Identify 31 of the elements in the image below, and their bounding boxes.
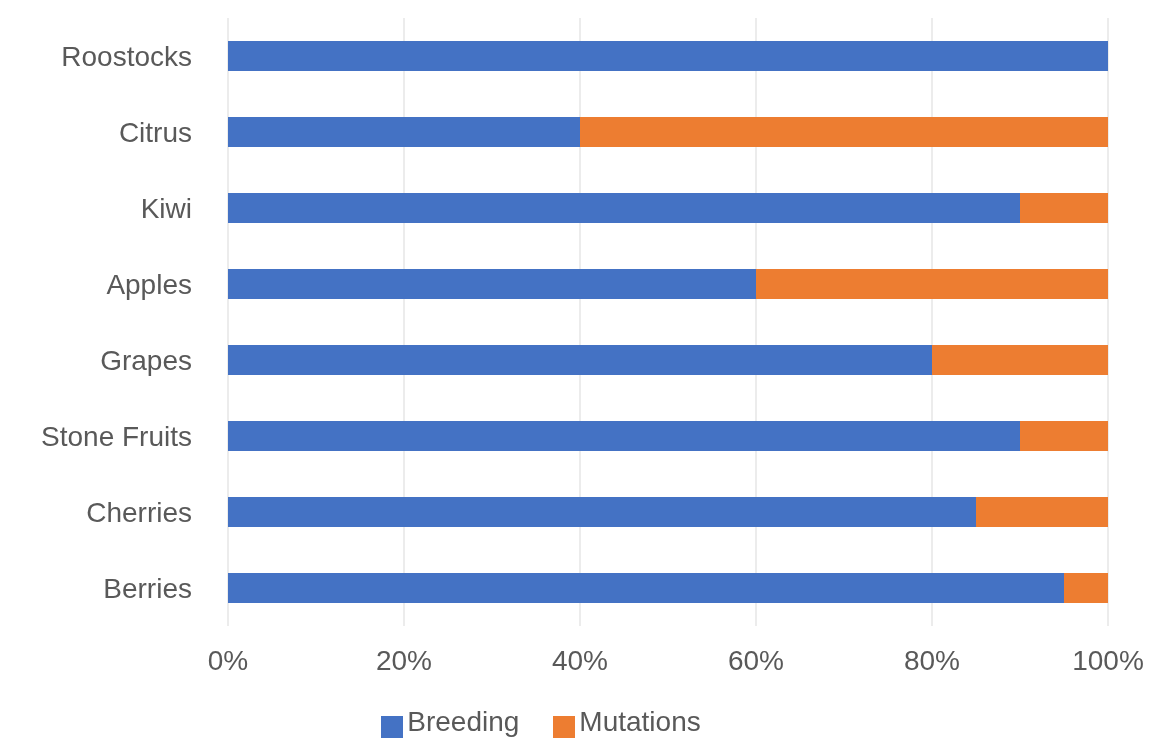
bar [1020, 421, 1108, 451]
x-tick-label: 0% [207, 644, 249, 676]
legend-label: Mutations [579, 706, 701, 737]
bar [756, 269, 1108, 299]
y-tick-label: Kiwi [140, 192, 192, 224]
bar [580, 117, 1108, 147]
x-tick-label: 100% [1072, 644, 1144, 676]
y-tick-label: Roostocks [61, 40, 192, 72]
bar [1064, 573, 1108, 603]
bar [976, 497, 1108, 527]
bar [228, 573, 1064, 603]
x-tick-label: 40% [551, 644, 609, 676]
bar [228, 41, 1108, 71]
bar [228, 345, 932, 375]
y-tick-label: Stone Fruits [41, 420, 192, 452]
bar [1020, 193, 1108, 223]
x-tick-label: 20% [375, 644, 433, 676]
bar [228, 421, 1020, 451]
x-tick-label: 80% [903, 644, 961, 676]
x-tick-label: 60% [727, 644, 785, 676]
y-tick-label: Cherries [86, 496, 192, 528]
bar [228, 117, 580, 147]
y-tick-label: Apples [106, 268, 192, 300]
bar [228, 497, 976, 527]
bar [228, 269, 756, 299]
y-tick-label: Berries [103, 572, 192, 604]
bar [932, 345, 1108, 375]
y-tick-label: Citrus [118, 116, 192, 148]
y-tick-label: Grapes [100, 344, 192, 376]
legend-label: Breeding [407, 706, 520, 737]
bar [228, 193, 1020, 223]
